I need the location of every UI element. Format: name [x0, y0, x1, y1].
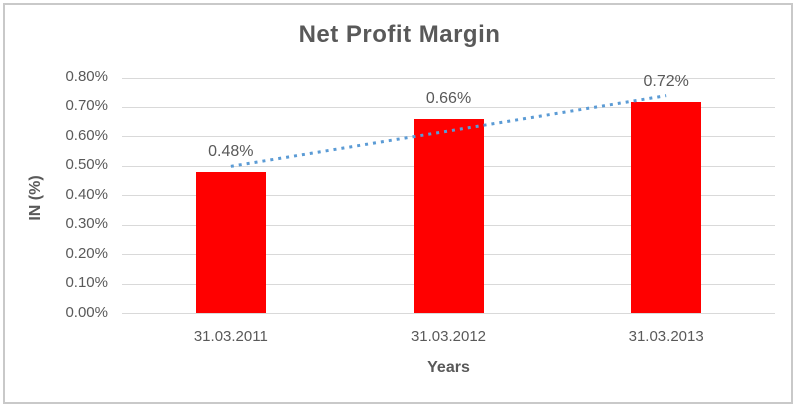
- y-tick-label: 0.80%: [65, 68, 108, 85]
- y-tick-label: 0.70%: [65, 97, 108, 115]
- bar: [413, 119, 484, 314]
- y-tick-label: 0.20%: [65, 244, 108, 262]
- gridline: [122, 313, 775, 314]
- bar: [631, 101, 702, 314]
- bar-data-label: 0.72%: [643, 72, 689, 90]
- x-tick-label: 31.03.2011: [193, 328, 268, 345]
- bar-data-label: 0.48%: [208, 143, 254, 161]
- y-tick-label: 0.30%: [65, 215, 108, 233]
- x-tick-label: 31.03.2013: [628, 328, 704, 345]
- bar-data-label: 0.66%: [425, 90, 472, 108]
- y-tick-label: 0.10%: [65, 274, 108, 292]
- gridline: [122, 77, 775, 79]
- x-tick-label: 31.03.2012: [410, 328, 487, 345]
- y-tick-label: 0.60%: [65, 126, 108, 144]
- y-tick-label: 0.00%: [65, 303, 108, 321]
- bar: [195, 172, 266, 314]
- x-axis-title: Years: [427, 359, 470, 376]
- chart-border-frame: [3, 3, 793, 404]
- chart-title: Net Profit Margin: [298, 21, 501, 48]
- y-tick-label: 0.50%: [65, 156, 108, 174]
- y-tick-label: 0.40%: [65, 185, 108, 203]
